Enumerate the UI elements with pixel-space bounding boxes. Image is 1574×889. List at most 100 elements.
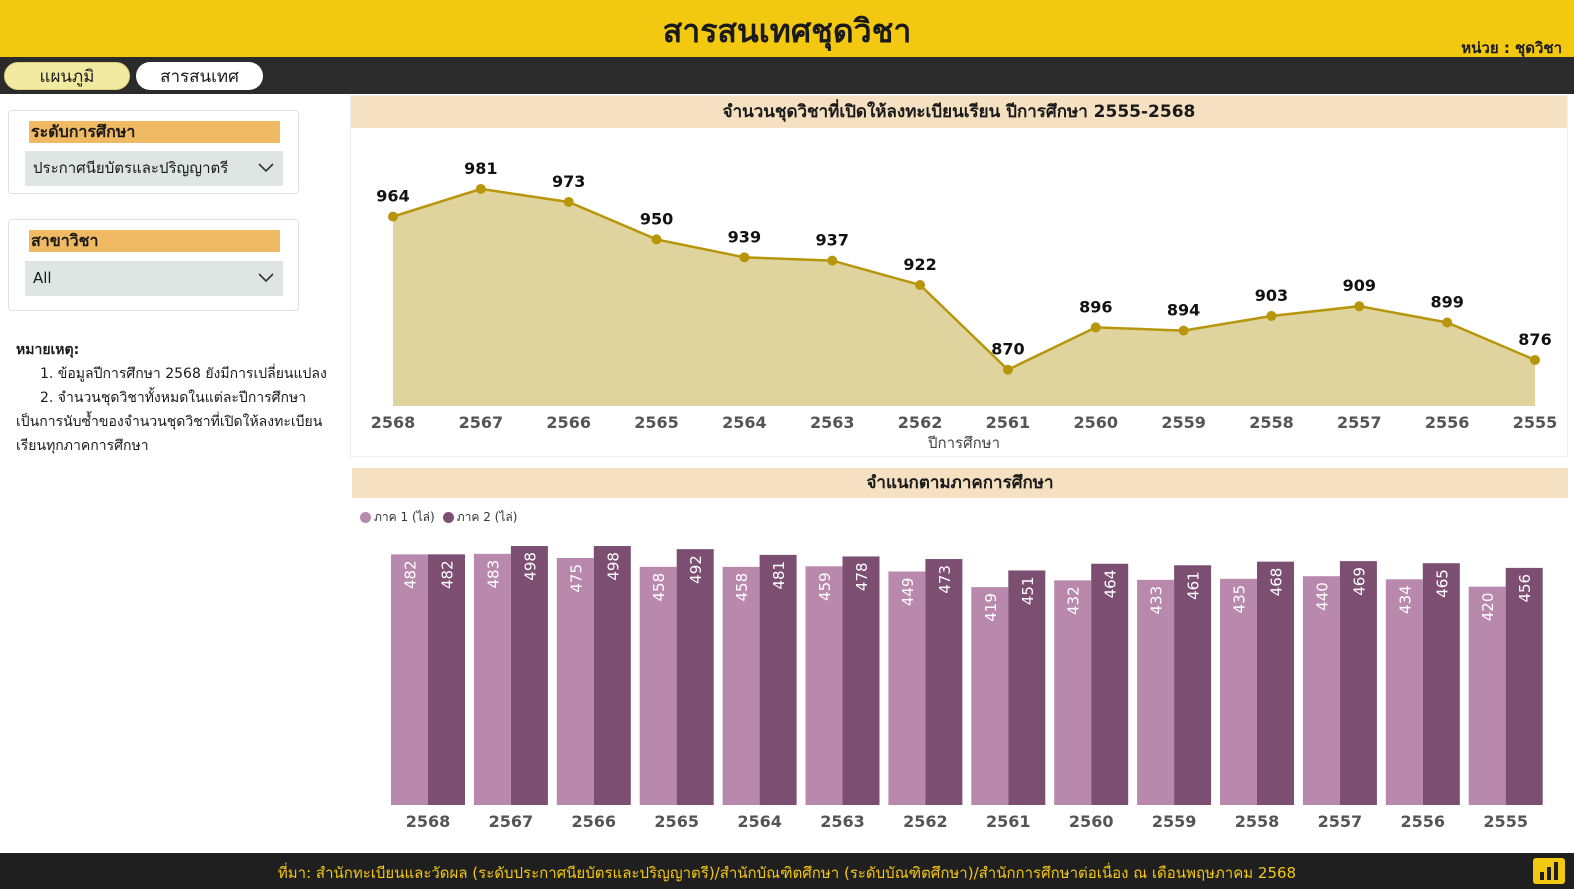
bar-legend: ภาค 1 (ไล่) ภาค 2 (ไล่)	[360, 508, 517, 527]
chevron-down-icon	[258, 273, 274, 283]
x-tick-label: 2567	[489, 812, 534, 831]
x-tick-label: 2555	[1483, 812, 1528, 831]
bar-value-label: 498	[521, 552, 539, 581]
legend-item-term2[interactable]: ภาค 2 (ไล่)	[442, 508, 517, 527]
bar-value-label: 459	[816, 572, 834, 601]
x-tick-label: 2558	[1235, 812, 1280, 831]
page-title: สารสนเทศชุดวิชา	[662, 12, 912, 50]
bar	[1505, 567, 1543, 805]
bar	[639, 566, 677, 805]
bar-value-label: 461	[1185, 571, 1203, 600]
x-tick-label: 2561	[986, 413, 1031, 432]
bar	[925, 559, 963, 805]
tab-info[interactable]: สารสนเทศ	[136, 62, 263, 90]
x-tick-label: 2563	[820, 812, 865, 831]
bar-value-label: 432	[1065, 586, 1083, 615]
tab-chart[interactable]: แผนภูมิ	[4, 62, 130, 90]
data-point	[475, 183, 486, 194]
data-label: 909	[1343, 276, 1376, 295]
bar	[759, 554, 797, 805]
area-fill	[393, 188, 1535, 406]
x-tick-label: 2558	[1249, 413, 1294, 432]
x-tick-label: 2559	[1152, 812, 1197, 831]
x-tick-label: 2564	[737, 812, 782, 831]
bar	[556, 558, 594, 805]
x-tick-label: 2565	[634, 413, 679, 432]
level-slicer-label: ระดับการศึกษา	[29, 121, 280, 143]
source-note: ที่มา: สำนักทะเบียนและวัดผล (ระดับประกาศ…	[277, 864, 1297, 882]
data-point	[1354, 301, 1365, 312]
x-tick-label: 2566	[572, 812, 617, 831]
data-point	[827, 255, 838, 266]
notes-title: หมายเหตุ:	[16, 342, 80, 358]
x-tick-label: 2555	[1513, 413, 1558, 432]
bar	[842, 556, 880, 805]
x-tick-label: 2562	[898, 413, 943, 432]
data-point	[739, 252, 750, 263]
bar-value-label: 458	[650, 573, 668, 602]
bar-value-label: 475	[567, 564, 585, 593]
unit-label: หน่วย : ชุดวิชา	[1461, 39, 1562, 57]
level-slicer: ระดับการศึกษา ประกาศนียบัตรและปริญญาตรี	[8, 110, 299, 194]
bar	[428, 554, 465, 805]
x-tick-label: 2567	[459, 413, 504, 432]
bar-value-label: 458	[733, 573, 751, 602]
x-tick-label: 2566	[546, 413, 591, 432]
x-tick-label: 2560	[1074, 413, 1119, 432]
bar	[1339, 561, 1377, 805]
x-tick-label: 2557	[1318, 812, 1363, 831]
bar-value-label: 449	[899, 578, 917, 607]
legend-item-term1[interactable]: ภาค 1 (ไล่)	[360, 508, 435, 527]
series-line	[392, 187, 1536, 372]
data-point	[1090, 322, 1101, 333]
bar-value-label: 492	[687, 555, 705, 584]
bar-chart-title: จำแนกตามภาคการศึกษา	[352, 468, 1568, 498]
line-chart-panel: จำนวนชุดวิชาที่เปิดให้ลงทะเบียนเรียน ปีก…	[350, 95, 1568, 457]
powerbi-icon[interactable]	[1532, 857, 1566, 885]
x-tick-label: 2563	[810, 413, 855, 432]
branch-dropdown[interactable]: All	[25, 261, 283, 296]
x-tick-label: 2561	[986, 812, 1031, 831]
x-tick-label: 2564	[722, 413, 767, 432]
line-chart: 964 981 973 950 939 937 922 870 896 894 903 909 899 8…	[371, 159, 1558, 452]
x-tick-label: 2559	[1161, 413, 1206, 432]
bar	[722, 566, 760, 805]
bar-value-label: 456	[1516, 574, 1534, 603]
bar	[676, 549, 714, 805]
footer: ที่มา: สำนักทะเบียนและวัดผล (ระดับประกาศ…	[0, 853, 1574, 889]
level-dropdown[interactable]: ประกาศนียบัตรและปริญญาตรี	[25, 151, 283, 186]
bar	[1257, 561, 1294, 805]
bar-value-label: 482	[402, 560, 420, 589]
bar	[473, 553, 511, 805]
nav-bar: แผนภูมิ สารสนเทศ	[0, 57, 1574, 94]
bar	[593, 546, 631, 805]
bar-value-label: 483	[484, 560, 502, 589]
bar	[1174, 565, 1212, 805]
x-tick-label: 2556	[1425, 413, 1470, 432]
bar	[1302, 576, 1340, 805]
branch-slicer-label: สาขาวิชา	[29, 230, 280, 252]
data-label: 896	[1079, 297, 1112, 316]
x-tick-label: 2560	[1069, 812, 1114, 831]
bar	[1422, 563, 1460, 805]
branch-dropdown-value: All	[33, 269, 52, 287]
bar-chart: 482 482 2568 483 498 2567 475 498 2566 458 492 2565…	[391, 546, 1543, 831]
chevron-down-icon	[258, 163, 274, 173]
data-label: 894	[1167, 301, 1200, 320]
branch-slicer: สาขาวิชา All	[8, 219, 299, 311]
x-tick-label: 2562	[903, 812, 948, 831]
data-point	[1178, 325, 1189, 336]
data-label: 870	[991, 340, 1024, 359]
bar-value-label: 435	[1231, 585, 1249, 614]
note-item: 2. จำนวนชุดวิชาทั้งหมดในแต่ละปีการศึกษา …	[16, 390, 323, 454]
bar-value-label: 465	[1433, 569, 1451, 598]
bar-value-label: 478	[853, 562, 871, 591]
x-tick-label: 2568	[406, 812, 451, 831]
legend-label: ภาค 1 (ไล่)	[374, 510, 435, 524]
bar	[1054, 580, 1092, 805]
legend-swatch	[442, 512, 454, 523]
bar	[1091, 563, 1129, 805]
x-tick-label: 2565	[654, 812, 699, 831]
data-label: 939	[728, 227, 761, 246]
